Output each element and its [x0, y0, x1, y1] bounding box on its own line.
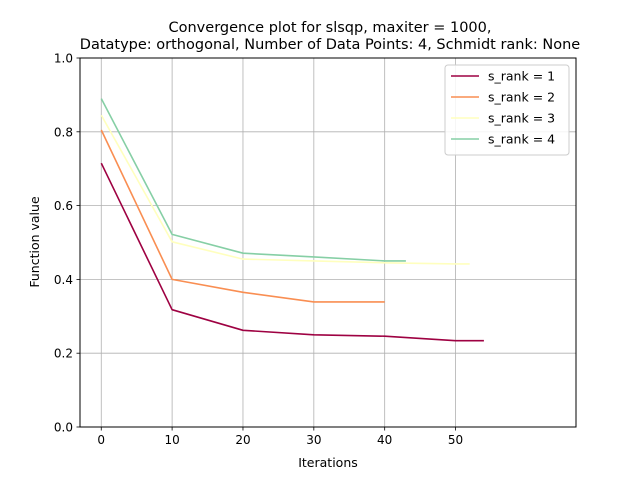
- x-tick-label: 0: [97, 433, 105, 447]
- x-axis-label: Iterations: [298, 455, 358, 470]
- y-tick-label: 0.8: [54, 125, 73, 139]
- y-tick-label: 1.0: [54, 52, 73, 66]
- x-axis-ticks: 0 10 20 30 40 50: [97, 427, 463, 447]
- plot-frame: [79, 57, 577, 428]
- x-tick-label: 40: [377, 433, 392, 447]
- y-tick-label: 0.4: [54, 273, 73, 287]
- y-axis-ticks: 0.0 0.2 0.4 0.6 0.8 1.0: [54, 52, 80, 435]
- x-tick-label: 10: [164, 433, 179, 447]
- chart-title-line2: Datatype: orthogonal, Number of Data Poi…: [80, 37, 581, 53]
- legend-box: [444, 64, 570, 156]
- x-tick-label: 50: [448, 433, 463, 447]
- y-tick-label: 0.0: [54, 421, 73, 435]
- series-line-3: [100, 114, 470, 265]
- y-tick-label: 0.6: [54, 199, 73, 213]
- series-line-4: [100, 98, 406, 262]
- series-lines: [100, 98, 484, 342]
- y-tick-label: 0.2: [54, 347, 73, 361]
- x-tick-label: 20: [235, 433, 250, 447]
- y-axis-label: Function value: [27, 196, 42, 288]
- legend-label-3: s_rank = 3: [488, 111, 555, 126]
- series-line-2: [100, 129, 385, 303]
- x-tick-label: 30: [306, 433, 321, 447]
- legend-label-4: s_rank = 4: [488, 132, 555, 147]
- legend-label-2: s_rank = 2: [488, 90, 555, 105]
- legend-label-1: s_rank = 1: [488, 69, 555, 84]
- legend: s_rank = 1 s_rank = 2 s_rank = 3 s_rank = 4: [444, 64, 570, 156]
- chart-title-line1: Convergence plot for slsqp, maxiter = 10…: [169, 20, 492, 36]
- series-line-1: [100, 162, 484, 342]
